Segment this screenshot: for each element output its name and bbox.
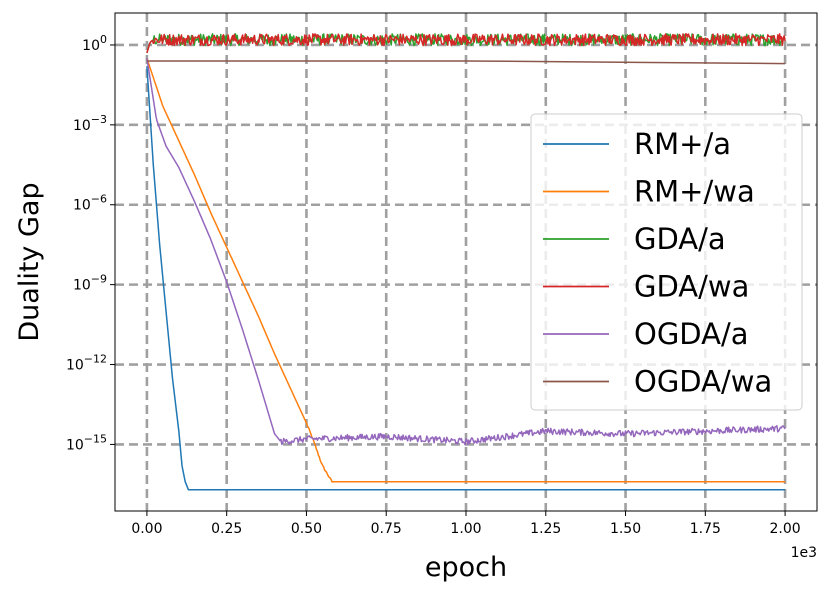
- x-axis-scale-label: 1e3: [791, 545, 817, 561]
- x-axis-ticks: 0.00 0.25 0.50 0.75 1.00 1.25 1.50 1.75 2.00: [131, 511, 801, 537]
- y-tick-label: 100: [82, 33, 107, 54]
- x-tick-label: 0.50: [291, 521, 322, 537]
- series-line-ogda-a: [146, 58, 786, 446]
- x-tick-label: 1.00: [450, 521, 481, 537]
- y-tick-label: 10−12: [66, 353, 107, 374]
- x-tick-label: 1.25: [530, 521, 561, 537]
- y-tick-label: 10−3: [73, 113, 107, 134]
- y-tick-label: 10−15: [66, 432, 107, 453]
- legend-label: OGDA/wa: [634, 365, 772, 399]
- x-tick-label: 0.00: [131, 521, 162, 537]
- series-line-rm-a: [146, 66, 786, 491]
- plot-area: [146, 33, 786, 491]
- y-tick-label: 10−6: [73, 193, 107, 214]
- x-tick-label: 1.50: [610, 521, 641, 537]
- x-tick-label: 0.25: [211, 521, 242, 537]
- legend: RM+/a RM+/wa GDA/a GDA/wa OGDA/a OGDA/wa: [530, 113, 803, 411]
- legend-label: RM+/a: [634, 127, 731, 161]
- axes-frame: [114, 12, 818, 512]
- grid-lines: [115, 13, 817, 511]
- series-line-gda-wa: [146, 33, 786, 54]
- y-axis-label: Duality Gap: [14, 182, 45, 341]
- x-tick-label: 1.75: [690, 521, 721, 537]
- x-tick-label: 0.75: [371, 521, 402, 537]
- legend-label: GDA/wa: [634, 270, 749, 304]
- series-line-rm-wa: [146, 58, 786, 483]
- x-tick-label: 2.00: [770, 521, 801, 537]
- x-axis-label: epoch: [425, 552, 507, 583]
- legend-label: OGDA/a: [634, 317, 749, 351]
- legend-label: GDA/a: [634, 222, 726, 256]
- y-axis-ticks: 100 10−3 10−6 10−9 10−12 10−15: [66, 33, 115, 453]
- legend-box: [530, 113, 803, 411]
- y-tick-label: 10−9: [73, 273, 107, 294]
- legend-label: RM+/wa: [634, 175, 755, 209]
- series-line-ogda-wa: [146, 60, 786, 65]
